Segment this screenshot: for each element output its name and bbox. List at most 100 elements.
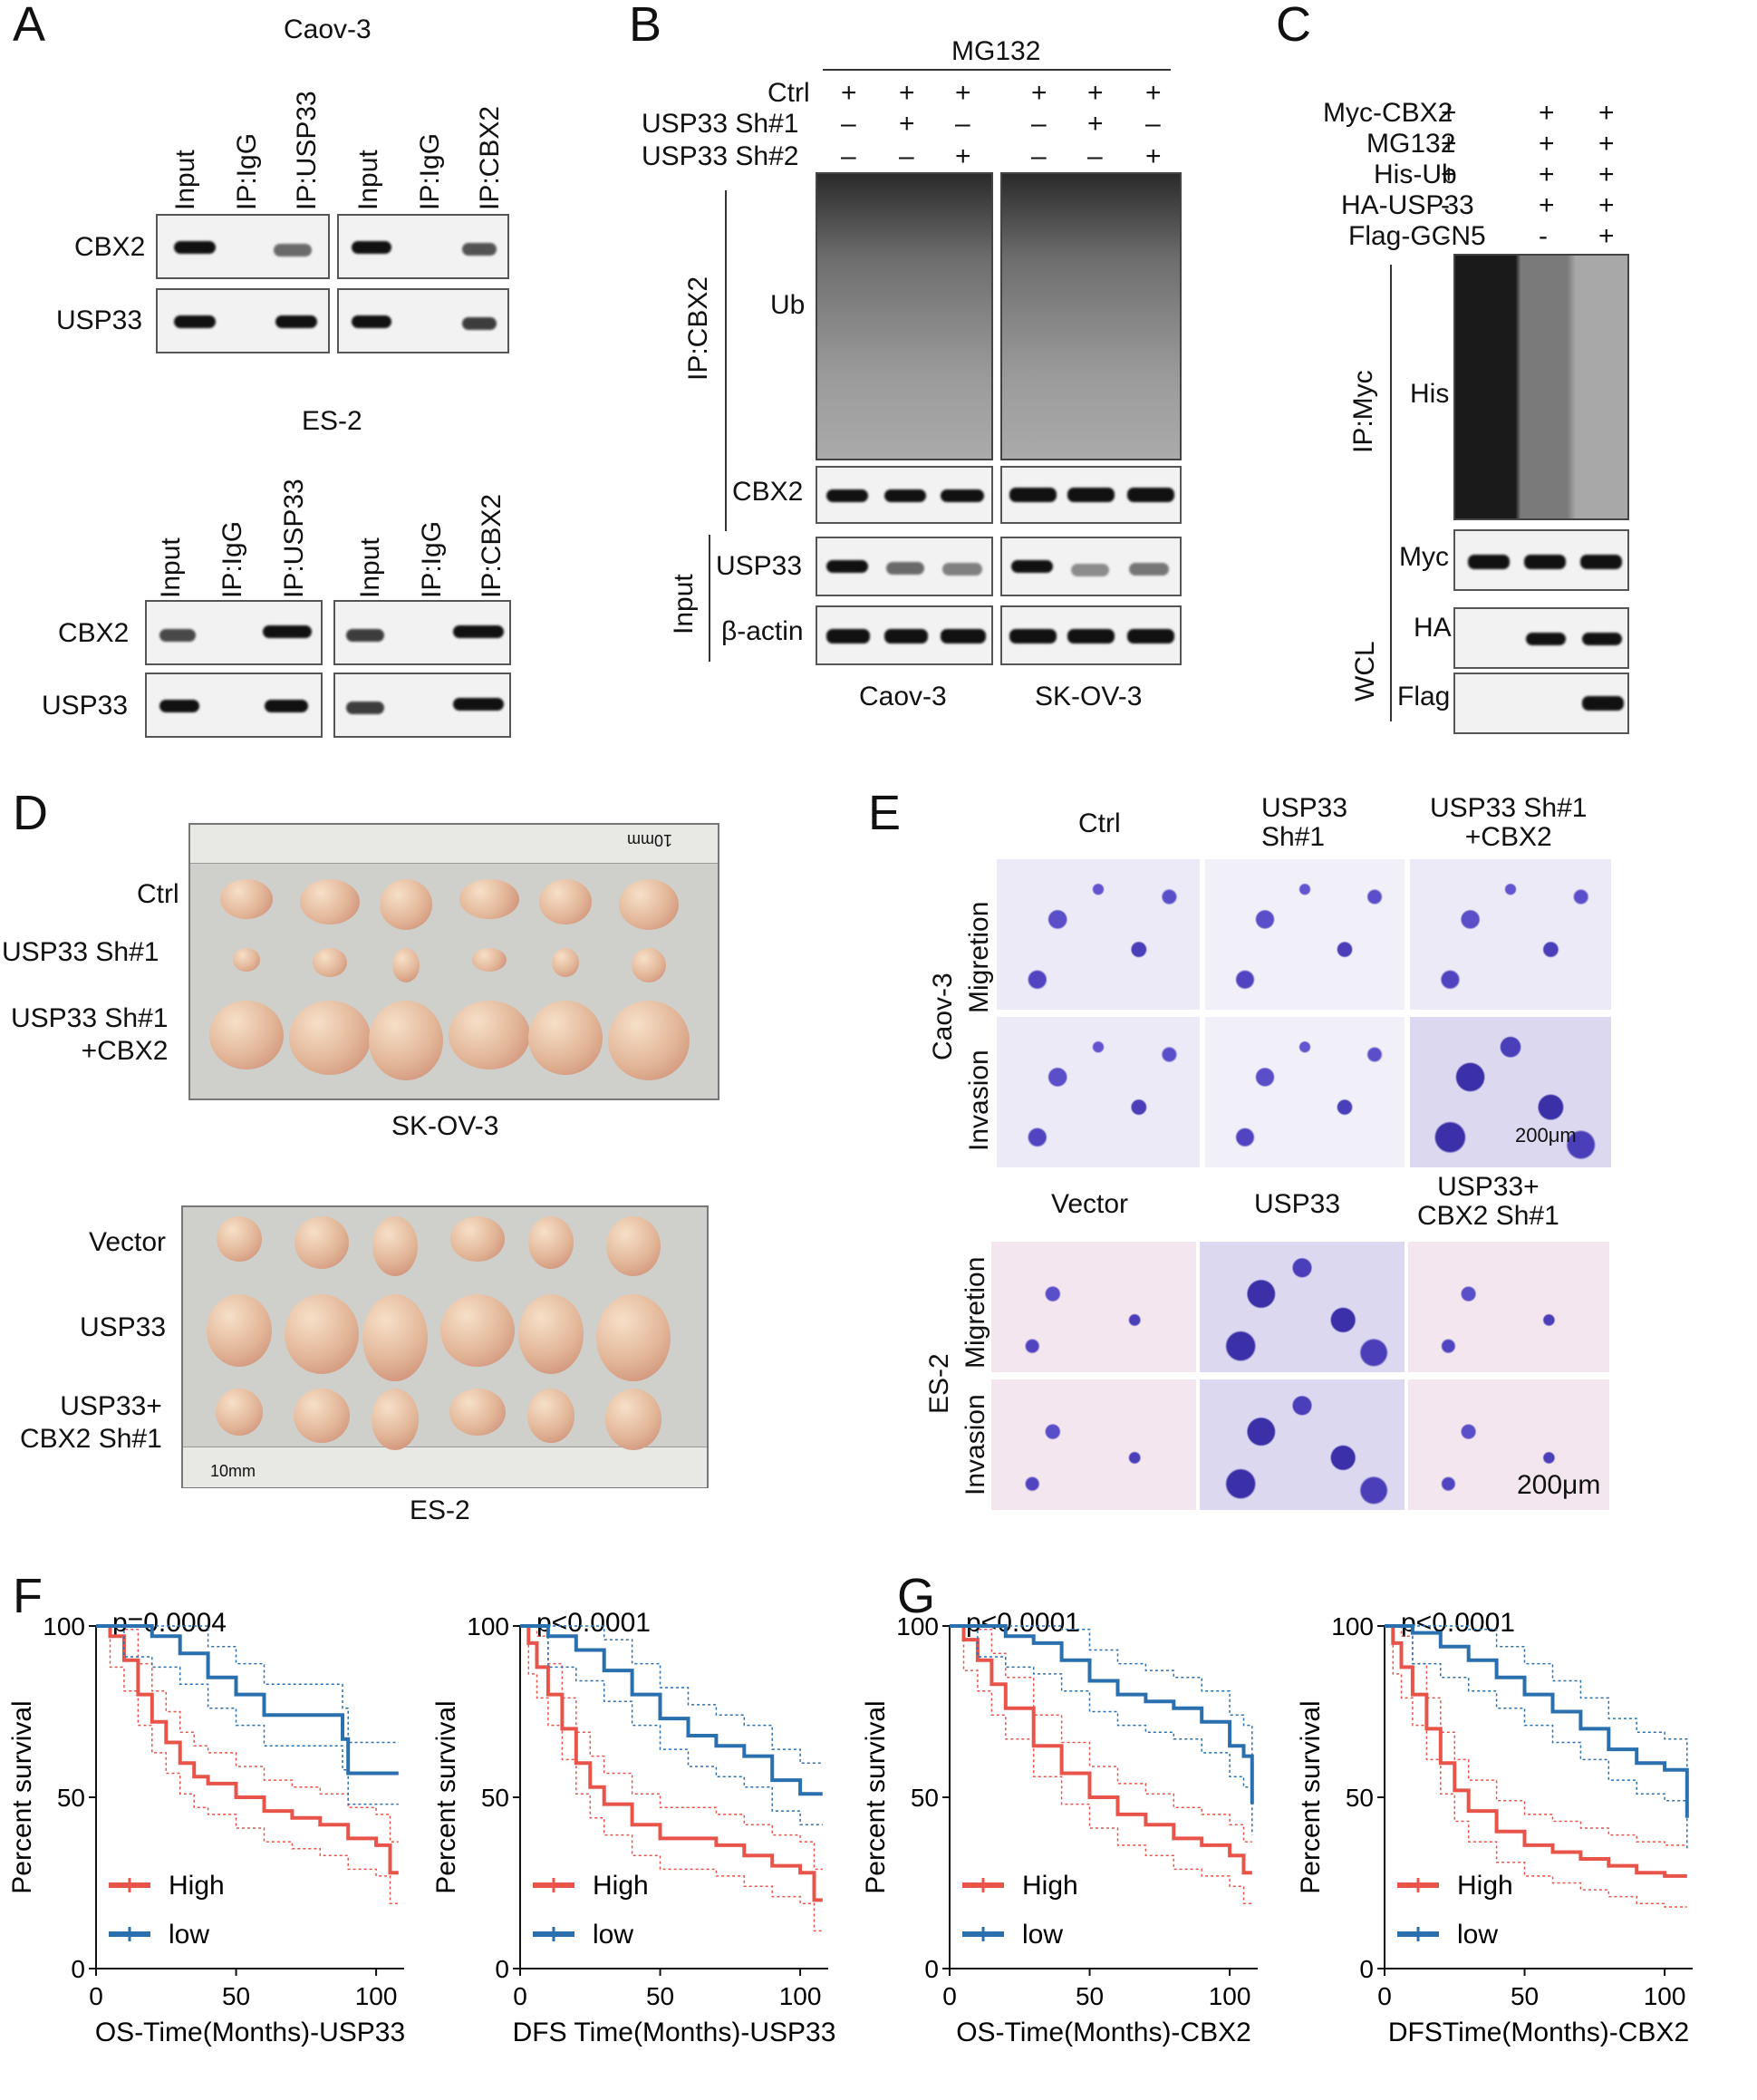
x-tick-label: 100 xyxy=(779,1982,822,2010)
tumor-photo-skov3: 10mm xyxy=(188,823,719,1100)
condition-sign: + xyxy=(1441,160,1457,189)
scale-label-caov3: 200μm xyxy=(1515,1124,1577,1147)
x-tick-label: 0 xyxy=(513,1982,527,2010)
tumor xyxy=(216,1389,263,1436)
micro-es2-mig-usp33cbx2 xyxy=(1408,1242,1609,1372)
tumor xyxy=(285,1294,359,1374)
blot-label-actin: β-actin xyxy=(721,616,804,646)
x-tick-label: 0 xyxy=(942,1982,957,2010)
blot-cbx2-skov3 xyxy=(1000,466,1182,524)
confidence-band xyxy=(520,1625,823,1825)
ruler-top: 10mm xyxy=(190,825,718,864)
micro-caov3-mig-sh1cbx2 xyxy=(1410,859,1611,1010)
blot-caov3-usp33-right xyxy=(337,288,509,353)
wcl-label: WCL xyxy=(1350,641,1380,702)
condition-sign: + xyxy=(1441,129,1457,159)
tumor xyxy=(233,948,260,972)
tumor xyxy=(539,879,592,924)
y-tick-label: 50 xyxy=(1346,1784,1374,1812)
tumor xyxy=(606,1216,661,1276)
condition-label: USP33 Sh#1 xyxy=(642,109,799,139)
x-tick-label: 50 xyxy=(222,1982,250,2010)
tumor xyxy=(392,948,420,982)
y-tick-label: 50 xyxy=(481,1784,509,1812)
blot-ub-skov3 xyxy=(1000,172,1182,460)
blot-ub-caov3 xyxy=(816,172,993,460)
lane-label: IP:IgG xyxy=(415,132,445,210)
tumor xyxy=(300,879,360,924)
d-row-sh1: USP33 Sh#1 xyxy=(2,937,159,967)
ruler-label-top: 10mm xyxy=(626,831,672,849)
row-label-usp33: USP33 xyxy=(56,305,143,335)
condition-sign: + xyxy=(899,109,915,139)
blot-caov3-cbx2-left xyxy=(156,214,330,279)
tumor xyxy=(440,1294,515,1367)
micro-caov3-inv-sh1cbx2: 200μm xyxy=(1410,1017,1611,1167)
micro-es2-mig-vector xyxy=(991,1242,1196,1372)
y-axis-title: Percent survival xyxy=(1296,1700,1326,1893)
mg132-bracket xyxy=(823,69,1171,71)
micro-caov3-mig-sh1 xyxy=(1205,859,1405,1010)
y-tick-label: 100 xyxy=(43,1612,85,1640)
condition-sign: – xyxy=(1031,109,1047,139)
legend-label: low xyxy=(169,1920,209,1950)
panel-label-b: B xyxy=(629,0,662,52)
micro-caov3-inv-ctrl xyxy=(997,1017,1200,1167)
blot-actin-skov3 xyxy=(1000,605,1182,665)
micro-es2-inv-usp33 xyxy=(1200,1379,1405,1510)
lane-label: IP:USP33 xyxy=(292,91,322,210)
y-tick-label: 0 xyxy=(495,1955,509,1983)
legend-label: low xyxy=(593,1920,633,1950)
p-value: p=0.0004 xyxy=(112,1608,227,1638)
blot-caov3-cbx2-right xyxy=(337,214,509,279)
d-row-sh1-cbx2: USP33 Sh#1 +CBX2 xyxy=(11,1003,169,1066)
tumor xyxy=(518,1294,584,1374)
condition-sign: + xyxy=(955,78,971,108)
tumor xyxy=(552,948,579,977)
lane-label: IP:IgG xyxy=(217,520,247,598)
ruler-bottom: 10mm xyxy=(183,1447,707,1487)
y-axis-title: Percent survival xyxy=(431,1700,461,1893)
tumor xyxy=(528,1216,574,1269)
tumor xyxy=(207,1294,272,1367)
blot-usp33-skov3 xyxy=(1000,537,1182,596)
e-cell-caov3: Caov-3 xyxy=(928,973,958,1060)
y-tick-label: 50 xyxy=(57,1784,85,1812)
row-label-usp33-es2: USP33 xyxy=(42,691,129,721)
tumor xyxy=(459,879,519,919)
panel-label-g: G xyxy=(897,1569,936,1623)
lane-label: Input xyxy=(170,150,200,210)
micro-es2-mig-usp33 xyxy=(1200,1242,1405,1372)
confidence-band xyxy=(1385,1625,1688,1849)
blot-label-usp33: USP33 xyxy=(716,551,803,581)
condition-sign: – xyxy=(899,141,914,171)
condition-label: Myc-CBX2 xyxy=(1323,98,1453,128)
y-tick-label: 0 xyxy=(924,1955,939,1983)
micro-caov3-mig-ctrl xyxy=(997,859,1200,1010)
input-bracket xyxy=(709,535,710,662)
e-col-sh1-cbx2: USP33 Sh#1 +CBX2 xyxy=(1430,793,1588,852)
survival-curve-high xyxy=(96,1624,399,1875)
lane-label: IP:IgG xyxy=(232,132,262,210)
confidence-band xyxy=(1385,1625,1687,1908)
blot-his xyxy=(1453,254,1629,520)
tumor xyxy=(608,1001,690,1080)
x-axis-title: OS-Time(Months)-USP33 xyxy=(95,2018,405,2047)
condition-sign: + xyxy=(1145,78,1162,108)
x-tick-label: 50 xyxy=(646,1982,674,2010)
condition-sign: + xyxy=(1145,141,1162,171)
panel-label-c: C xyxy=(1276,0,1311,52)
blot-ha xyxy=(1453,607,1629,669)
row-label-cbx2-es2: CBX2 xyxy=(58,618,130,648)
ip-bracket xyxy=(725,190,727,531)
condition-sign: + xyxy=(1441,98,1457,128)
tumor xyxy=(619,879,679,930)
ip-myc-bracket xyxy=(1390,265,1392,609)
e-col-ctrl: Ctrl xyxy=(1078,808,1121,838)
condition-sign: – xyxy=(1087,141,1103,171)
condition-sign: + xyxy=(1087,109,1104,139)
legend-label: High xyxy=(593,1871,649,1901)
micro-caov3-inv-sh1 xyxy=(1205,1017,1405,1167)
survival-curve-low xyxy=(1385,1624,1689,1818)
survival-curve-low xyxy=(950,1624,1254,1805)
